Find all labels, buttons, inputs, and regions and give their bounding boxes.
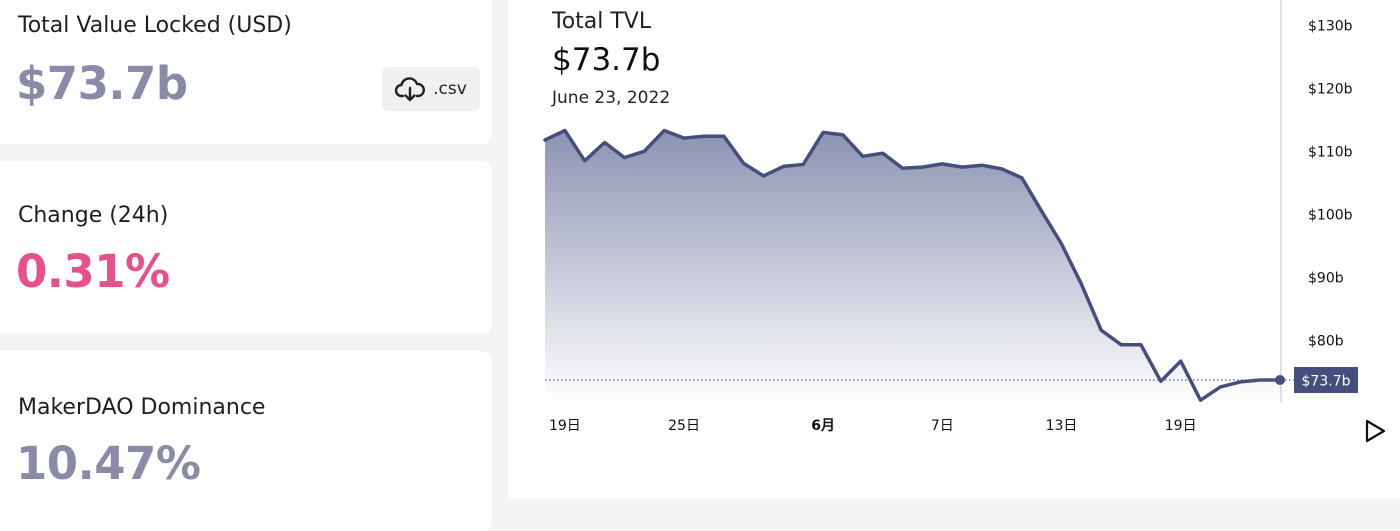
- x-tick-label: 13日: [1046, 418, 1078, 434]
- tvl-chart-panel: $73.7b $130b $120b $110b $100b $90b $80b 19日 25日…: [508, 0, 1400, 499]
- chart-title: Total TVL: [552, 9, 652, 34]
- tvl-value: $73.7b: [16, 57, 188, 110]
- change-value: 0.31%: [16, 245, 170, 298]
- current-value-badge: [1294, 367, 1358, 393]
- y-tick-label: $100b: [1308, 207, 1353, 223]
- y-tick-label: $80b: [1308, 333, 1344, 349]
- csv-label: .csv: [433, 79, 467, 99]
- tvl-series-line: [543, 128, 1282, 402]
- x-tick-label: 6月: [811, 418, 835, 434]
- cloud-download-icon: [395, 77, 426, 102]
- chart-date: June 23, 2022: [552, 88, 671, 108]
- x-tick-label: 25日: [668, 418, 700, 434]
- chart-value: $73.7b: [552, 42, 661, 78]
- tvl-chart[interactable]: $73.7b $130b $120b $110b $100b $90b $80b 19日 25日…: [508, 0, 1400, 499]
- play-icon[interactable]: [1362, 418, 1388, 444]
- dominance-label: MakerDAO Dominance: [18, 395, 266, 420]
- y-tick-label: $130b: [1308, 18, 1353, 34]
- y-tick-label: $110b: [1308, 144, 1353, 160]
- change-label: Change (24h): [18, 203, 169, 228]
- x-tick-label: 7日: [931, 418, 954, 434]
- x-tick-label: 19日: [549, 418, 581, 434]
- y-tick-label: $120b: [1308, 81, 1353, 97]
- dominance-value: 10.47%: [16, 437, 201, 490]
- tvl-area: [545, 130, 1280, 404]
- tvl-label: Total Value Locked (USD): [18, 13, 292, 38]
- current-value-label: $73.7b: [1302, 374, 1351, 390]
- tvl-card: Total Value Locked (USD) $73.7b .csv: [0, 0, 492, 144]
- x-tick-label: 19日: [1165, 418, 1197, 434]
- y-tick-label: $90b: [1308, 270, 1344, 286]
- change-card: Change (24h) 0.31%: [0, 161, 492, 334]
- current-value-point: [1275, 375, 1285, 385]
- dominance-card: MakerDAO Dominance 10.47%: [0, 351, 492, 531]
- download-csv-button[interactable]: .csv: [382, 67, 480, 111]
